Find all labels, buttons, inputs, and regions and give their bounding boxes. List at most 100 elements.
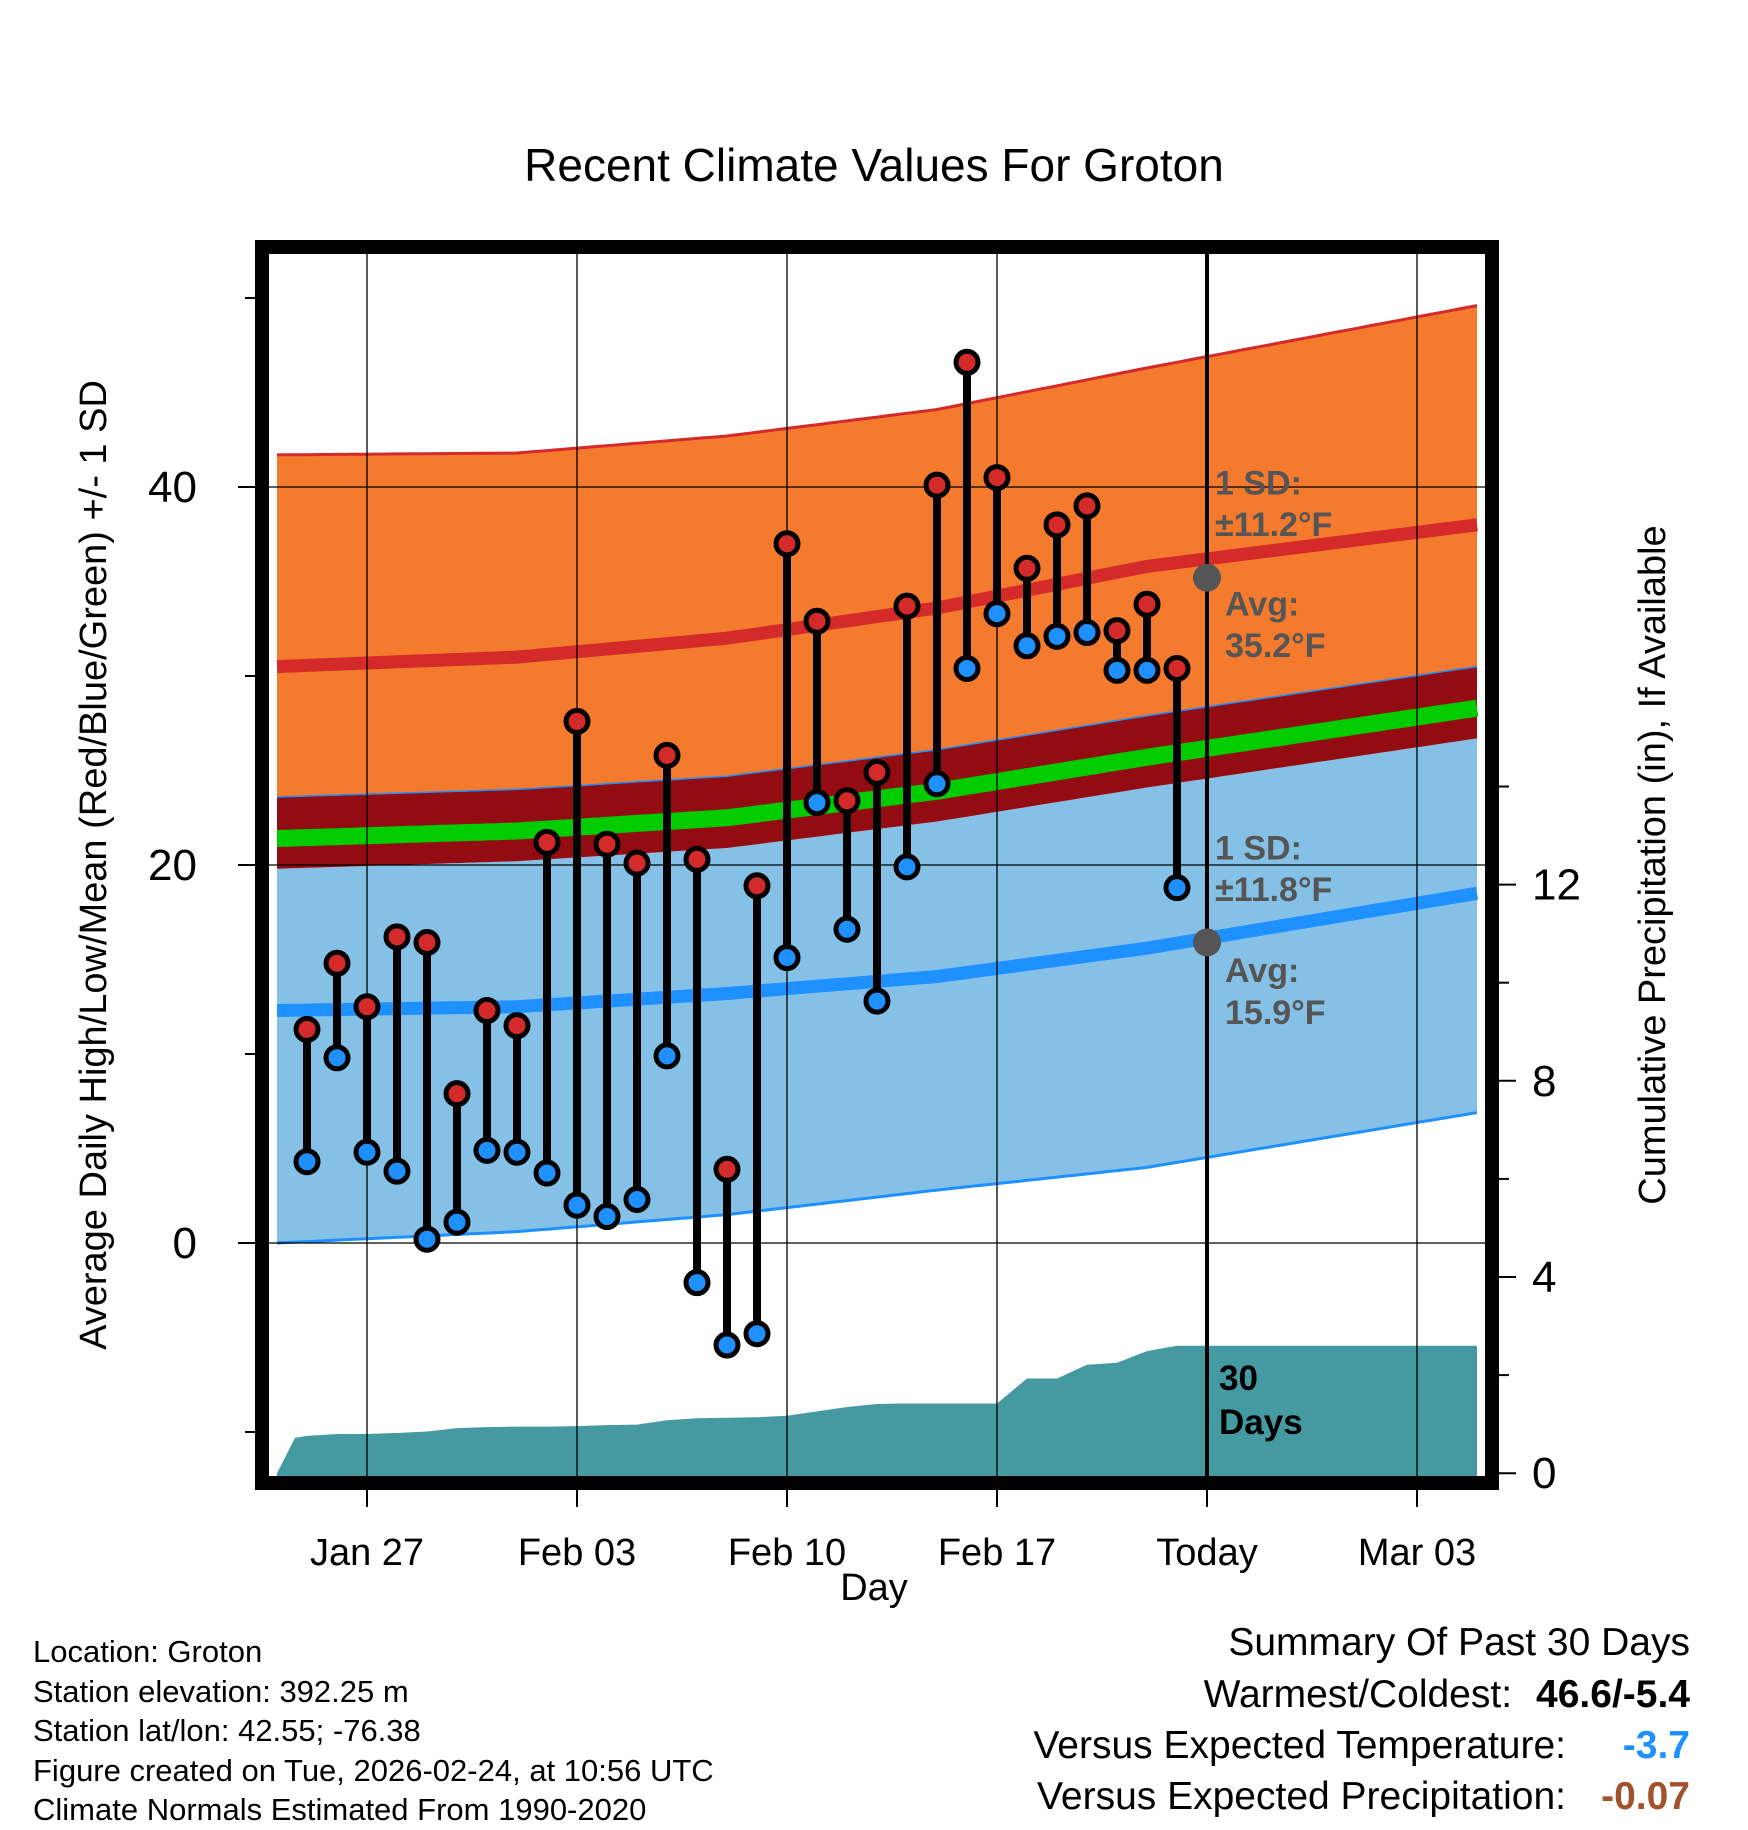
high-point xyxy=(563,707,591,735)
low-point xyxy=(323,1044,351,1072)
high-point xyxy=(1073,492,1101,520)
low-point xyxy=(533,1159,561,1187)
low-point xyxy=(833,915,861,943)
x-tick-label: Today xyxy=(1156,1532,1257,1574)
high-point xyxy=(533,828,561,856)
high-avg-title: Avg: xyxy=(1225,586,1299,624)
y2-axis-label: Cumulative Precipitation (in), If Availa… xyxy=(1632,525,1674,1204)
high-point xyxy=(713,1155,741,1183)
summary-warmest-value: 46.6/-5.4 xyxy=(1536,1673,1690,1716)
high-point xyxy=(473,997,501,1025)
high-point xyxy=(593,830,621,858)
y2-tick-label: 12 xyxy=(1532,861,1581,910)
high-sd-value: ±11.2°F xyxy=(1215,506,1332,544)
low-point xyxy=(893,853,921,881)
x-tick-label: Feb 03 xyxy=(518,1532,636,1574)
high-point xyxy=(923,471,951,499)
high-point xyxy=(413,928,441,956)
high-point xyxy=(323,949,351,977)
high-point xyxy=(353,993,381,1021)
summary-precip-label: Versus Expected Precipitation: xyxy=(1037,1775,1566,1818)
high-point xyxy=(743,872,771,900)
low-point xyxy=(1013,632,1041,660)
high-avg-value: 35.2°F xyxy=(1225,627,1326,665)
low-point xyxy=(773,944,801,972)
high-point xyxy=(653,741,681,769)
high-sd-title: 1 SD: xyxy=(1215,465,1302,503)
y-tick-label: 0 xyxy=(173,1219,197,1268)
y-tick-label: 20 xyxy=(148,841,197,890)
low-point xyxy=(1073,619,1101,647)
low-point xyxy=(683,1269,711,1297)
x-tick-label: Jan 27 xyxy=(310,1532,424,1574)
low-point xyxy=(413,1225,441,1253)
summary-temp-row: Versus Expected Temperature: -3.7 xyxy=(1033,1720,1690,1771)
low-point xyxy=(923,770,951,798)
summary-warmest-row: Warmest/Coldest: 46.6/-5.4 xyxy=(1033,1669,1690,1720)
summary-precip-row: Versus Expected Precipitation: -0.07 xyxy=(1033,1771,1690,1822)
high-point xyxy=(803,607,831,635)
low-avg-title: Avg: xyxy=(1225,952,1299,990)
low-point xyxy=(1133,656,1161,684)
y2-tick-label: 0 xyxy=(1532,1449,1556,1498)
high-sd-upper-line xyxy=(276,304,1478,457)
low-point xyxy=(593,1203,621,1231)
y-tick-label: 40 xyxy=(148,463,197,512)
info-elevation: Station elevation: 392.25 m xyxy=(33,1673,409,1709)
high-point xyxy=(863,758,891,786)
low-point xyxy=(863,987,891,1015)
summary-precip-value: -0.07 xyxy=(1601,1775,1690,1818)
info-created: Figure created on Tue, 2026-02-24, at 10… xyxy=(33,1752,714,1788)
low-point xyxy=(503,1138,531,1166)
mean-band-upper-edge xyxy=(276,665,1478,798)
summary-panel: Summary Of Past 30 Days Warmest/Coldest:… xyxy=(1033,1617,1690,1822)
info-latlon: Station lat/lon: 42.55; -76.38 xyxy=(33,1713,421,1748)
low-point xyxy=(983,600,1011,628)
high-point xyxy=(1043,511,1071,539)
low-point xyxy=(713,1331,741,1359)
high-point xyxy=(443,1080,471,1108)
low-avg-marker xyxy=(1193,928,1221,957)
plot-frame xyxy=(255,240,1499,1490)
x-tick-label: Feb 10 xyxy=(728,1532,846,1574)
y-axis-label: Average Daily High/Low/Mean (Red/Blue/Gr… xyxy=(73,380,115,1350)
summary-temp-value: -3.7 xyxy=(1622,1724,1690,1767)
low-point xyxy=(953,654,981,682)
high-point xyxy=(1013,554,1041,582)
low-point xyxy=(803,789,831,817)
low-point xyxy=(1163,874,1191,902)
low-point xyxy=(443,1208,471,1236)
avg-high-line xyxy=(276,518,1478,674)
precip-label-line1: 30 xyxy=(1219,1359,1258,1398)
high-avg-marker xyxy=(1193,563,1221,592)
high-point xyxy=(833,787,861,815)
low-point xyxy=(563,1191,591,1219)
y2-tick-label: 8 xyxy=(1532,1057,1556,1106)
high-point xyxy=(503,1012,531,1040)
low-avg-value: 15.9°F xyxy=(1225,994,1326,1032)
x-axis-label: Day xyxy=(840,1567,908,1609)
summary-heading: Summary Of Past 30 Days xyxy=(1228,1621,1690,1664)
high-point xyxy=(983,464,1011,492)
high-point xyxy=(1103,617,1131,645)
high-point xyxy=(293,1015,321,1043)
station-info: Location: Groton Station elevation: 392.… xyxy=(33,1632,714,1830)
info-normals: Climate Normals Estimated From 1990-2020 xyxy=(33,1792,647,1827)
precip-label-line2: Days xyxy=(1219,1403,1303,1442)
low-point xyxy=(1043,622,1071,650)
high-point xyxy=(623,849,651,877)
low-point xyxy=(653,1042,681,1070)
low-point xyxy=(353,1138,381,1166)
summary-temp-label: Versus Expected Temperature: xyxy=(1033,1724,1566,1767)
low-sd-title: 1 SD: xyxy=(1215,829,1302,867)
high-point xyxy=(383,923,411,951)
high-point xyxy=(683,845,711,873)
high-point xyxy=(953,348,981,376)
info-location: Location: Groton xyxy=(33,1634,263,1669)
low-point xyxy=(743,1320,771,1348)
low-sd-lower-line xyxy=(276,1111,1478,1245)
low-point xyxy=(383,1157,411,1185)
x-tick-label: Mar 03 xyxy=(1358,1532,1476,1574)
high-point xyxy=(773,530,801,558)
high-point xyxy=(1133,590,1161,618)
